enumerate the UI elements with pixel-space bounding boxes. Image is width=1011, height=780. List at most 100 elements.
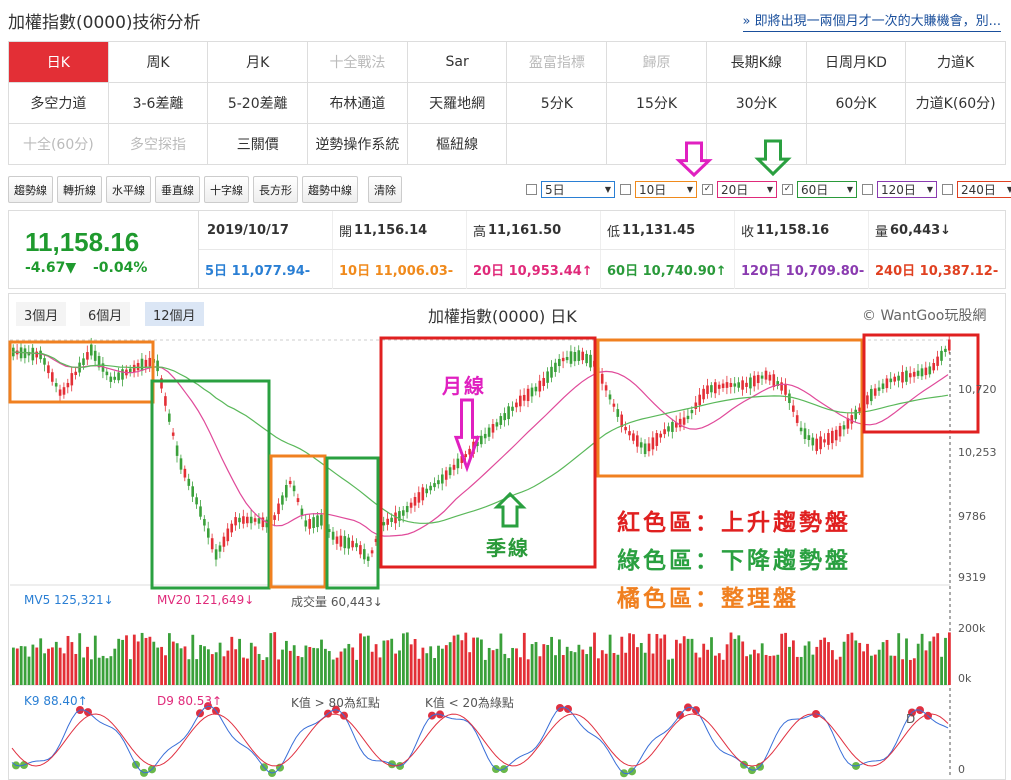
ma-checkbox[interactable]: ✓	[702, 184, 713, 195]
volume-bar	[214, 652, 218, 685]
ma-checkbox[interactable]: ✓	[782, 184, 793, 195]
candle-body	[690, 410, 694, 414]
ma-checkbox[interactable]	[942, 184, 953, 195]
ma-checkbox[interactable]	[862, 184, 873, 195]
volume-bar	[300, 657, 304, 685]
ma240-value: 240日 10,387.12-	[875, 264, 999, 279]
volume-bar	[398, 650, 401, 685]
quote-low: 低 11,131.45	[601, 211, 735, 249]
volume-bar	[175, 643, 179, 685]
candle-body	[199, 506, 202, 517]
tab-8[interactable]: 日周月KD	[806, 42, 907, 83]
tab-0[interactable]: 日K	[9, 42, 109, 83]
ma-period-select[interactable]: 5日 ▼	[541, 181, 615, 198]
tab-empty-cell	[507, 124, 608, 165]
tool-button-0[interactable]: 趨勢線	[8, 176, 53, 203]
volume-bar	[526, 659, 530, 685]
volume-bar	[561, 655, 565, 685]
tab-12[interactable]: 5-20差離	[208, 83, 309, 124]
volume-bar	[647, 633, 651, 685]
candle-body	[792, 405, 795, 412]
tool-button-6[interactable]: 趨勢中線	[302, 176, 358, 203]
volume-bar	[304, 645, 308, 685]
candle-body	[522, 394, 526, 401]
tab-17[interactable]: 30分K	[706, 83, 807, 124]
tab-16[interactable]: 15分K	[607, 83, 707, 124]
candle-body	[764, 370, 768, 380]
tool-button-4[interactable]: 十字線	[204, 176, 249, 203]
tool-button-3[interactable]: 垂直線	[155, 176, 200, 203]
candle-body	[772, 374, 776, 387]
tool-button-2[interactable]: 水平線	[106, 176, 151, 203]
volume-bar	[54, 641, 58, 685]
candle-body	[292, 485, 296, 492]
candle-body	[296, 498, 300, 503]
ma-selector-4: 120日 ▼	[862, 181, 937, 198]
volume-bar	[261, 659, 265, 685]
volume-bar	[632, 634, 635, 685]
tool-button-7[interactable]: 清除	[368, 176, 402, 203]
tab-23[interactable]: 逆勢操作系統	[308, 124, 408, 165]
ma-period-select[interactable]: 10日 ▼	[635, 181, 697, 198]
candle-body	[893, 376, 896, 382]
tab-14[interactable]: 天羅地網	[407, 83, 508, 124]
volume-bar	[316, 648, 319, 685]
kd-note-red: K值 > 80為紅點	[291, 696, 380, 710]
quote-volume: 量 60,443↓	[875, 222, 952, 240]
candle-body	[148, 357, 152, 367]
volume-bar	[433, 658, 436, 685]
tab-19[interactable]: 力道K(60分)	[906, 83, 1006, 124]
candle-body	[74, 371, 77, 376]
chart-title: 加權指數(0000) 日K	[428, 307, 577, 326]
ma-period-select[interactable]: 240日 ▼	[957, 181, 1011, 198]
candle-body	[226, 528, 230, 542]
tab-15[interactable]: 5分K	[507, 83, 608, 124]
tab-empty-cell	[806, 124, 907, 165]
candle-body	[659, 433, 662, 438]
candle-body	[608, 394, 612, 400]
candle-body	[885, 378, 889, 389]
ma-period-select[interactable]: 60日 ▼	[797, 181, 857, 198]
volume-bar	[324, 648, 327, 685]
volume-bar	[195, 659, 199, 685]
tab-empty-cell	[906, 124, 1006, 165]
ma-period-label: 20日	[721, 183, 749, 197]
caret-down-icon: ▼	[926, 185, 933, 194]
tab-22[interactable]: 三關價	[208, 124, 309, 165]
candle-body	[499, 416, 503, 425]
ma-checkbox[interactable]	[620, 184, 631, 195]
period-6m-button[interactable]: 6個月	[80, 302, 131, 326]
promo-link[interactable]: » 即將出現一兩個月才一次的大賺機會，別...	[742, 10, 1001, 32]
volume-bar	[296, 655, 300, 685]
legend-red-zone: 紅色區：上升趨勢盤	[617, 510, 851, 536]
arrow-down-icon	[754, 139, 792, 177]
volume-bar	[686, 638, 690, 685]
period-12m-button[interactable]: 12個月	[145, 302, 204, 326]
tab-7[interactable]: 長期K線	[706, 42, 807, 83]
ma-period-select[interactable]: 20日 ▼	[717, 181, 777, 198]
tab-13[interactable]: 布林通道	[308, 83, 408, 124]
volume-bar	[491, 650, 495, 685]
tab-24[interactable]: 樞紐線	[407, 124, 508, 165]
tool-button-5[interactable]: 長方形	[253, 176, 298, 203]
tab-5: 盈富指標	[507, 42, 608, 83]
tab-4[interactable]: Sar	[407, 42, 508, 83]
candle-body	[675, 422, 678, 428]
ma-checkbox[interactable]	[526, 184, 537, 195]
volume-bar	[581, 649, 585, 685]
tab-10[interactable]: 多空力道	[9, 83, 109, 124]
tab-9[interactable]: 力道K	[906, 42, 1006, 83]
kd-tail-label: D	[906, 712, 916, 726]
tab-11[interactable]: 3-6差離	[108, 83, 209, 124]
ma-period-select[interactable]: 120日 ▼	[877, 181, 937, 198]
volume-bar	[565, 646, 569, 685]
volume-bar	[210, 654, 214, 685]
tool-button-1[interactable]: 轉折線	[57, 176, 102, 203]
tab-18[interactable]: 60分K	[806, 83, 907, 124]
tab-1[interactable]: 周K	[108, 42, 209, 83]
y-label-1: 10,720	[958, 383, 997, 396]
ma20-line	[11, 351, 949, 537]
tab-2[interactable]: 月K	[208, 42, 309, 83]
period-3m-button[interactable]: 3個月	[16, 302, 67, 326]
